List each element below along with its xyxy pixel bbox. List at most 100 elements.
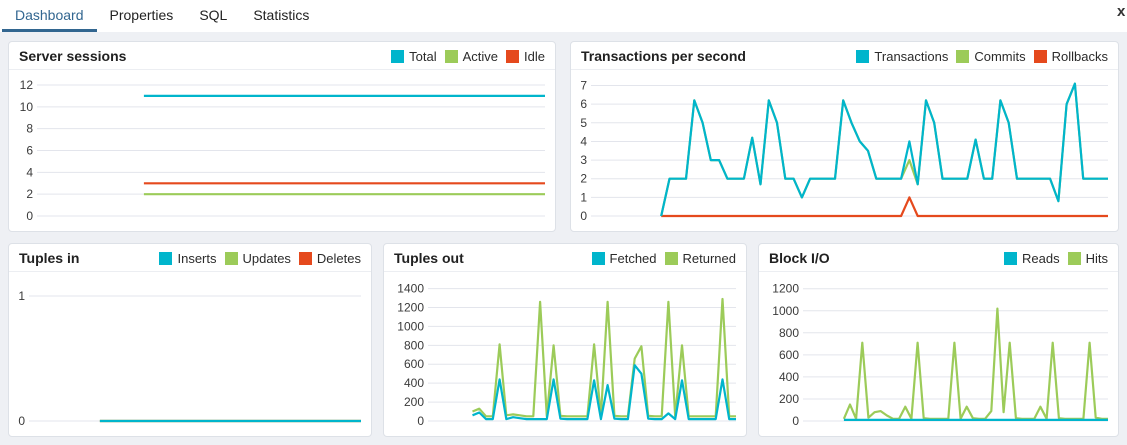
panel-title: Tuples out [394, 250, 464, 266]
legend-label: Inserts [177, 250, 217, 266]
svg-text:400: 400 [779, 370, 799, 384]
svg-text:1000: 1000 [772, 304, 799, 318]
panel-header: Tuples out Fetched Returned [384, 244, 746, 272]
chart-legend: Reads Hits [1004, 251, 1108, 266]
chart-legend: Inserts Updates Deletes [159, 251, 361, 266]
svg-text:1400: 1400 [397, 282, 424, 296]
panel-title: Tuples in [19, 250, 80, 266]
panel-server-sessions: Server sessions Total Active Idle 0 2 4 6 8 10 1… [8, 41, 556, 232]
tab-statistics[interactable]: Statistics [253, 6, 310, 23]
svg-text:0: 0 [580, 209, 587, 223]
panel-header: Server sessions Total Active Idle [9, 42, 555, 70]
legend-label: Fetched [609, 250, 657, 266]
svg-text:2: 2 [26, 187, 33, 201]
legend-item-inserts: Inserts [159, 250, 217, 266]
svg-text:1000: 1000 [397, 319, 424, 333]
panel-title: Server sessions [19, 48, 127, 64]
panel-header: Block I/O Reads Hits [759, 244, 1118, 272]
legend-label: Deletes [316, 250, 361, 266]
legend-label: Idle [524, 48, 545, 64]
svg-text:4: 4 [580, 134, 587, 148]
svg-text:0: 0 [792, 414, 799, 428]
svg-text:12: 12 [20, 78, 34, 92]
svg-text:200: 200 [404, 395, 424, 409]
legend-swatch-icon [159, 251, 173, 265]
panel-tuples-out: Tuples out Fetched Returned 0 200 400 600 800… [383, 243, 747, 437]
tab-properties[interactable]: Properties [109, 6, 174, 23]
panel-title: Block I/O [769, 250, 830, 266]
legend-item-deletes: Deletes [298, 250, 361, 266]
chart-server-sessions: 0 2 4 6 8 10 12 [9, 70, 555, 231]
chart-transactions-per-second: 0 1 2 3 4 5 6 7 [571, 70, 1118, 231]
tab-bar: Dashboard Properties SQL Statistics x [0, 0, 1127, 32]
svg-text:3: 3 [580, 153, 587, 167]
svg-text:800: 800 [779, 326, 799, 340]
legend-item-updates: Updates [224, 250, 291, 266]
legend-swatch-icon [391, 49, 405, 63]
chart-legend: Total Active Idle [391, 49, 545, 64]
legend-swatch-icon [298, 251, 312, 265]
svg-text:200: 200 [779, 392, 799, 406]
legend-item-fetched: Fetched [591, 250, 657, 266]
legend-swatch-icon [1004, 251, 1018, 265]
legend-item-hits: Hits [1067, 250, 1108, 266]
svg-text:0: 0 [26, 209, 33, 223]
chart-legend: Fetched Returned [591, 250, 736, 266]
legend-item-commits: Commits [956, 48, 1026, 64]
svg-text:7: 7 [580, 79, 587, 93]
panel-header: Tuples in Inserts Updates Deletes [9, 244, 371, 272]
svg-text:6: 6 [26, 144, 33, 158]
svg-text:8: 8 [26, 122, 33, 136]
svg-text:400: 400 [404, 376, 424, 390]
svg-text:2: 2 [580, 172, 587, 186]
svg-text:1: 1 [580, 190, 587, 204]
legend-swatch-icon [224, 251, 238, 265]
legend-item-active: Active [444, 48, 499, 64]
legend-swatch-icon [664, 251, 678, 265]
legend-swatch-icon [1033, 49, 1047, 63]
svg-text:1: 1 [18, 289, 25, 303]
legend-swatch-icon [591, 251, 605, 265]
svg-text:0: 0 [417, 414, 424, 428]
legend-item-idle: Idle [506, 49, 545, 64]
legend-item-total: Total [391, 49, 437, 64]
legend-label: Transactions [874, 48, 949, 64]
legend-item-transactions: Transactions [856, 49, 948, 64]
svg-text:1200: 1200 [397, 300, 424, 314]
svg-text:5: 5 [580, 116, 587, 130]
svg-text:10: 10 [20, 100, 34, 114]
legend-item-rollbacks: Rollbacks [1033, 48, 1108, 64]
svg-text:800: 800 [404, 338, 424, 352]
legend-label: Returned [682, 250, 736, 266]
legend-swatch-icon [1067, 251, 1081, 265]
tab-dashboard[interactable]: Dashboard [2, 0, 97, 32]
legend-label: Commits [974, 48, 1026, 64]
svg-text:600: 600 [404, 357, 424, 371]
close-icon[interactable]: x [1117, 3, 1126, 20]
legend-label: Hits [1085, 250, 1108, 266]
legend-swatch-icon [856, 49, 870, 63]
tab-sql[interactable]: SQL [199, 6, 228, 23]
panel-header: Transactions per second Transactions Comm… [571, 42, 1118, 70]
panel-transactions-per-second: Transactions per second Transactions Comm… [570, 41, 1119, 232]
legend-label: Reads [1022, 250, 1060, 266]
legend-label: Active [462, 48, 499, 64]
legend-swatch-icon [444, 49, 458, 63]
legend-swatch-icon [506, 49, 520, 63]
svg-text:0: 0 [18, 414, 25, 428]
svg-text:6: 6 [580, 97, 587, 111]
chart-legend: Transactions Commits Rollbacks [856, 49, 1108, 64]
panel-block-io: Block I/O Reads Hits 0 200 400 600 800 1000 120… [758, 243, 1119, 437]
legend-label: Rollbacks [1051, 48, 1108, 64]
legend-item-returned: Returned [664, 250, 736, 266]
svg-text:600: 600 [779, 348, 799, 362]
chart-block-io: 0 200 400 600 800 1000 1200 [759, 272, 1118, 436]
legend-label: Updates [242, 250, 291, 266]
legend-item-reads: Reads [1004, 251, 1060, 266]
chart-block-io-tuples-out: 0 200 400 600 800 1000 1200 1400 [384, 272, 746, 436]
svg-text:1200: 1200 [772, 282, 799, 296]
panel-title: Transactions per second [581, 48, 746, 64]
legend-swatch-icon [956, 49, 970, 63]
